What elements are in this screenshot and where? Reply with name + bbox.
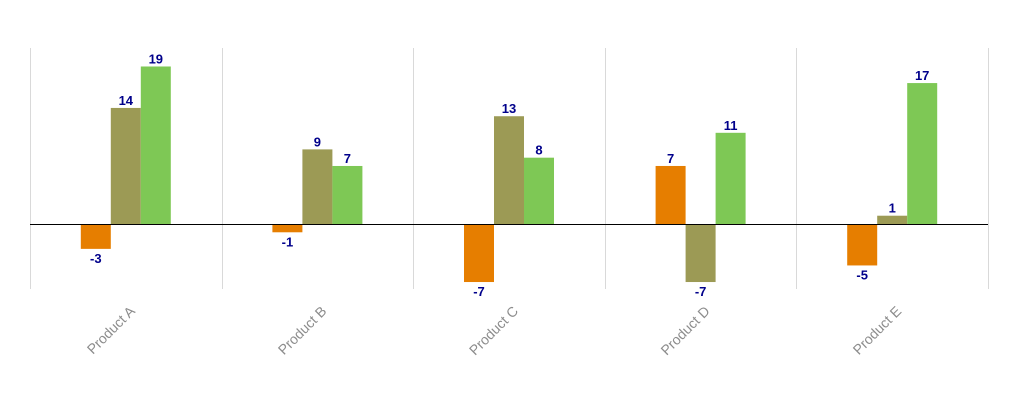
data-label: 7 bbox=[667, 151, 674, 166]
category-tick-label: Product E bbox=[850, 303, 905, 358]
data-label: -5 bbox=[856, 267, 868, 282]
bar bbox=[907, 83, 938, 224]
bar bbox=[272, 224, 303, 233]
data-label: 8 bbox=[535, 143, 542, 158]
bar bbox=[464, 224, 494, 283]
bar bbox=[847, 224, 878, 266]
bar bbox=[302, 149, 333, 224]
bar bbox=[715, 132, 746, 224]
bars bbox=[80, 66, 938, 283]
data-label: 13 bbox=[502, 101, 516, 116]
data-label: -3 bbox=[90, 251, 102, 266]
data-label: 7 bbox=[344, 151, 351, 166]
data-labels: -3 14 19 -1 9 7 -7 13 8 7 -7 11 -5 1 17 bbox=[90, 51, 929, 299]
data-label: 14 bbox=[119, 93, 134, 108]
data-label: -7 bbox=[695, 284, 707, 299]
category-tick-label: Product A bbox=[84, 302, 139, 357]
data-label: 19 bbox=[149, 51, 163, 66]
category-axis-labels: Product A Product B Product C Product D Prod… bbox=[84, 302, 905, 358]
data-label: 9 bbox=[314, 134, 321, 149]
bar bbox=[494, 116, 524, 224]
data-label: 1 bbox=[889, 201, 896, 216]
bar bbox=[655, 165, 686, 224]
grid-lines bbox=[30, 48, 989, 289]
data-label: 11 bbox=[724, 118, 738, 133]
bar bbox=[110, 107, 141, 224]
bar bbox=[332, 165, 363, 224]
data-label: -7 bbox=[473, 284, 485, 299]
category-tick-label: Product C bbox=[466, 303, 521, 358]
data-label: 17 bbox=[915, 68, 929, 83]
bar bbox=[685, 224, 716, 283]
bar bbox=[877, 215, 908, 224]
category-tick-label: Product B bbox=[275, 303, 330, 358]
data-label: -1 bbox=[282, 234, 294, 249]
bar bbox=[140, 66, 171, 225]
bar bbox=[524, 157, 554, 224]
bar bbox=[80, 224, 111, 249]
category-tick-label: Product D bbox=[657, 303, 712, 358]
